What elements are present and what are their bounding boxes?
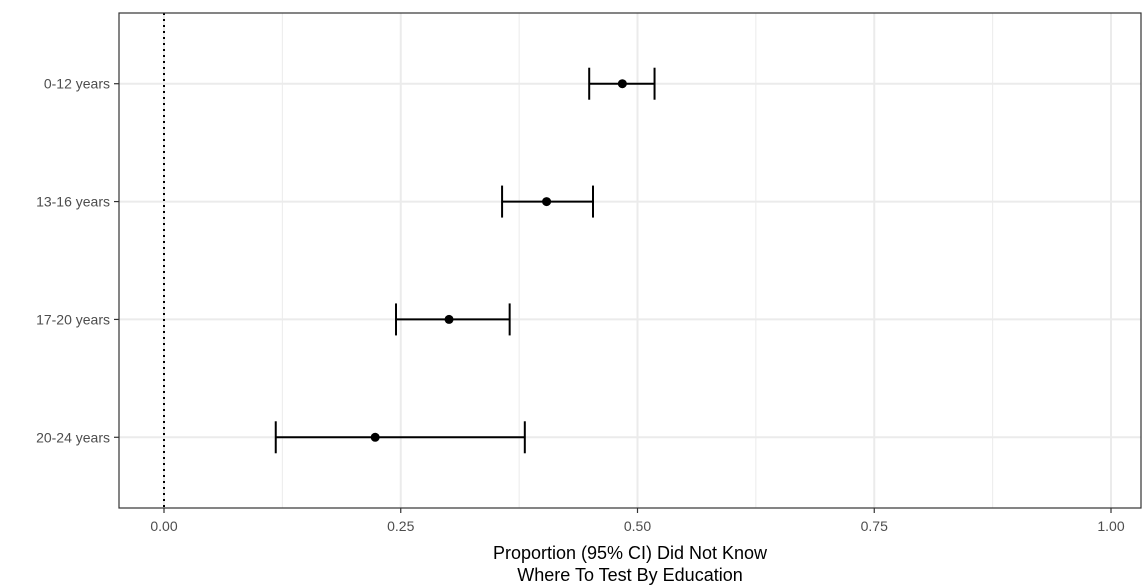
panel-border: [118, 12, 1142, 509]
y-tick-label: 0-12 years: [44, 76, 110, 92]
estimates-layer: [274, 67, 656, 454]
y-tick-label: 13-16 years: [36, 194, 110, 210]
axes: 0-12 years 13-16 years 17-20 years 20-24 ye…: [36, 76, 1125, 534]
x-tick-label: 0.75: [861, 518, 888, 534]
estimate-point-3: [444, 314, 454, 324]
x-tick-label: 0.00: [150, 518, 177, 534]
x-axis-title-line-2: Where To Test By Education: [517, 565, 742, 585]
estimate-point-2: [542, 197, 552, 207]
estimate-point-4: [370, 432, 380, 442]
x-tick-label: 0.25: [387, 518, 414, 534]
y-tick-label: 17-20 years: [36, 311, 110, 327]
grid-lines: [119, 13, 1141, 508]
estimate-point-1: [617, 79, 627, 89]
x-axis-title-line-1: Proportion (95% CI) Did Not Know: [493, 543, 768, 563]
x-tick-label: 0.50: [624, 518, 651, 534]
y-tick-label: 20-24 years: [36, 429, 110, 445]
x-tick-label: 1.00: [1097, 518, 1124, 534]
